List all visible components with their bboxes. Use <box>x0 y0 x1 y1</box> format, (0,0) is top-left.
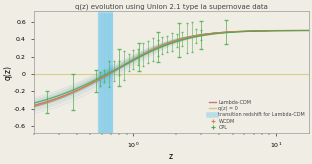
X-axis label: z: z <box>169 152 173 161</box>
Title: q(z) evolution using Union 2.1 type Ia supernovae data: q(z) evolution using Union 2.1 type Ia s… <box>75 3 267 10</box>
Bar <box>98 11 112 133</box>
Y-axis label: q(z): q(z) <box>3 65 12 80</box>
Legend: Lambda-CDM, q(z) = 0, transition redshift for Lambda-CDM, WCDM, CPL: Lambda-CDM, q(z) = 0, transition redshif… <box>208 99 306 131</box>
